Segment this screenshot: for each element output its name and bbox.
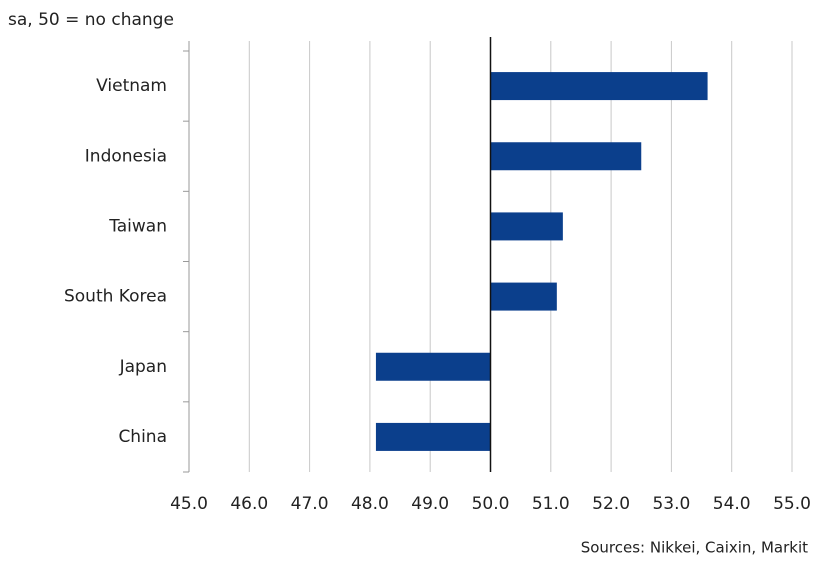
y-tick-label: Indonesia — [85, 146, 167, 166]
x-tick-label: 54.0 — [713, 494, 751, 514]
source-note: Sources: Nikkei, Caixin, Markit — [581, 539, 808, 557]
chart-subtitle: sa, 50 = no change — [8, 10, 174, 30]
bar — [490, 72, 708, 101]
bar — [490, 282, 557, 311]
x-tick-label: 46.0 — [230, 494, 268, 514]
x-tick-label: 45.0 — [170, 494, 208, 514]
y-tick-label: South Korea — [64, 287, 167, 307]
x-tick-label: 48.0 — [351, 494, 389, 514]
x-tick-label: 51.0 — [532, 494, 570, 514]
bar — [490, 212, 563, 241]
bar — [375, 352, 491, 381]
y-tick-label: China — [118, 427, 167, 447]
x-tick-label: 49.0 — [411, 494, 449, 514]
x-tick-label: 47.0 — [291, 494, 329, 514]
y-tick-label: Vietnam — [96, 76, 167, 96]
x-tick-label: 50.0 — [472, 494, 510, 514]
x-tick-label: 55.0 — [773, 494, 811, 514]
y-tick-label: Taiwan — [108, 216, 167, 236]
x-tick-label: 53.0 — [652, 494, 690, 514]
x-tick-label: 52.0 — [592, 494, 630, 514]
bar — [490, 142, 642, 171]
y-tick-label: Japan — [119, 357, 167, 377]
bar — [375, 422, 491, 451]
